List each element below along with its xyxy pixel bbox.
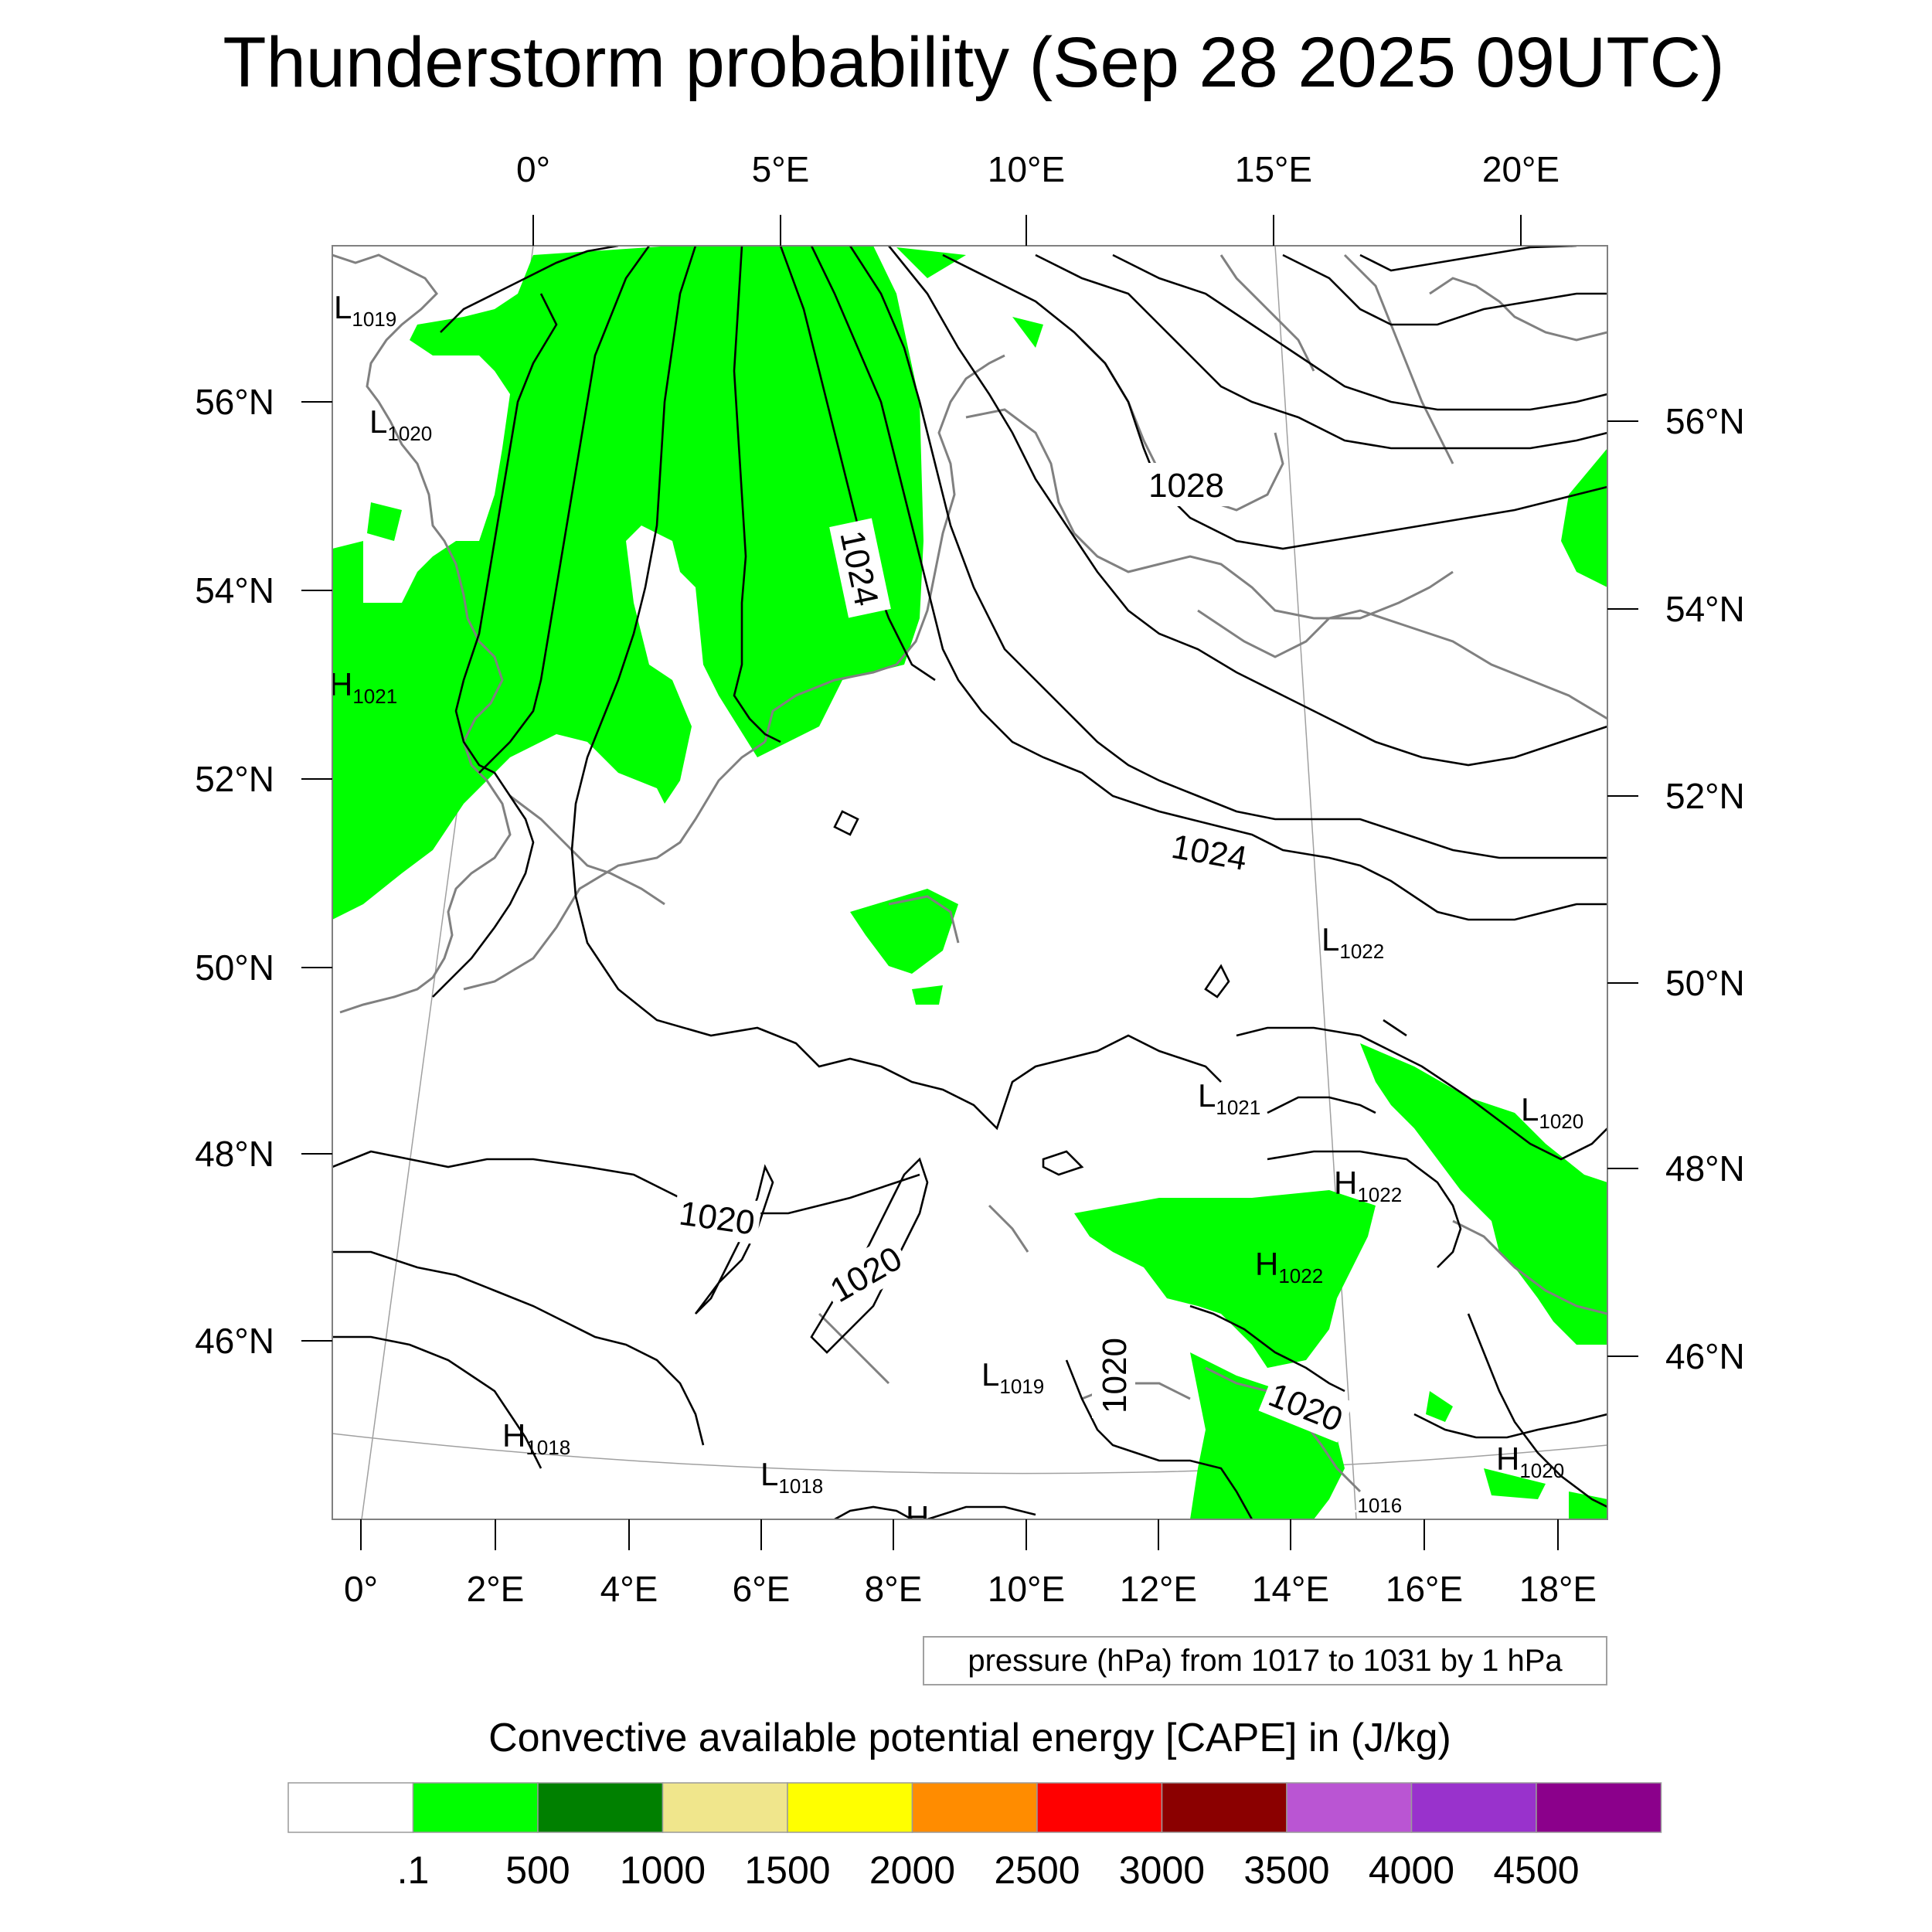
pressure-center: L1016 bbox=[1339, 1483, 1402, 1519]
colorbar-swatch bbox=[1161, 1782, 1287, 1833]
right-lat-label: 48°N bbox=[1665, 1148, 1745, 1189]
top-lon-label: 0° bbox=[516, 149, 550, 189]
pressure-center: L1019 bbox=[334, 289, 396, 331]
left-lat-label: 56°N bbox=[195, 382, 274, 422]
bottom-lon-label: 18°E bbox=[1519, 1569, 1597, 1609]
pressure-center: L1018 bbox=[760, 1456, 823, 1498]
bottom-lon-label: 12°E bbox=[1120, 1569, 1197, 1609]
left-lat-label: 50°N bbox=[195, 947, 274, 988]
top-lon-label: 5°E bbox=[752, 149, 810, 189]
contour-label-1020-west: 1020 bbox=[672, 1189, 763, 1245]
cape-colorbar-labels: .1 500 1000 1500 2000 2500 3000 3500 4000 4500 bbox=[397, 1849, 1580, 1892]
pressure-center: L1019 bbox=[981, 1356, 1044, 1398]
contour-label-1028: 1028 bbox=[1144, 463, 1229, 506]
colorbar-swatch bbox=[287, 1782, 414, 1833]
colorbar-swatch bbox=[662, 1782, 788, 1833]
colorbar-tick-label: .1 bbox=[397, 1849, 430, 1892]
map-title: Thunderstorm probability (Sep 28 2025 09… bbox=[223, 23, 1724, 102]
colorbar-swatch bbox=[537, 1782, 664, 1833]
bottom-longitude-axis: 0° 2°E 4°E 6°E 8°E 10°E 12°E 14°E 16°E 1… bbox=[344, 1519, 1597, 1609]
colorbar-swatch bbox=[1536, 1782, 1662, 1833]
right-latitude-axis: 56°N 54°N 52°N 50°N 48°N 46°N bbox=[1607, 401, 1745, 1376]
cape-shading bbox=[332, 246, 1607, 1519]
pressure-center: H1018 bbox=[502, 1417, 570, 1459]
colorbar-tick-label: 4000 bbox=[1369, 1849, 1454, 1892]
colorbar-tick-label: 2500 bbox=[994, 1849, 1080, 1892]
top-lon-label: 15°E bbox=[1235, 149, 1312, 189]
colorbar-swatch bbox=[1410, 1782, 1537, 1833]
right-lat-label: 56°N bbox=[1665, 401, 1745, 441]
bottom-lon-label: 10°E bbox=[988, 1569, 1065, 1609]
left-lat-label: 54°N bbox=[195, 570, 274, 611]
bottom-lon-label: 8°E bbox=[865, 1569, 923, 1609]
pressure-center: L1021 bbox=[1198, 1077, 1260, 1119]
pressure-note-box: pressure (hPa) from 1017 to 1031 by 1 hP… bbox=[923, 1636, 1607, 1685]
contour-label-1020-alps: 1020 bbox=[818, 1233, 913, 1314]
cape-colorbar bbox=[287, 1782, 1662, 1833]
colorbar-tick-label: 1500 bbox=[744, 1849, 830, 1892]
top-longitude-axis: 0° 5°E 10°E 15°E 20°E bbox=[516, 149, 1560, 246]
right-lat-label: 52°N bbox=[1665, 776, 1745, 816]
colorbar-tick-label: 1000 bbox=[620, 1849, 706, 1892]
left-lat-label: 48°N bbox=[195, 1134, 274, 1174]
colorbar-tick-label: 500 bbox=[505, 1849, 570, 1892]
pressure-center: L1020 bbox=[1521, 1091, 1583, 1133]
pressure-center: L1020 bbox=[369, 403, 432, 445]
colorbar-swatch bbox=[787, 1782, 913, 1833]
svg-text:1020: 1020 bbox=[1096, 1338, 1134, 1413]
colorbar-swatch bbox=[911, 1782, 1038, 1833]
right-lat-label: 50°N bbox=[1665, 963, 1745, 1003]
bottom-lon-label: 2°E bbox=[467, 1569, 525, 1609]
colorbar-tick-label: 2000 bbox=[869, 1849, 955, 1892]
pressure-center: H1022 bbox=[1255, 1246, 1323, 1287]
left-latitude-axis: 56°N 54°N 52°N 50°N 48°N 46°N bbox=[195, 382, 332, 1361]
colorbar-title: Convective available potential energy [C… bbox=[488, 1716, 1451, 1760]
top-lon-label: 10°E bbox=[988, 149, 1065, 189]
pressure-center: L1022 bbox=[1321, 921, 1384, 963]
left-lat-label: 46°N bbox=[195, 1321, 274, 1361]
colorbar-tick-label: 4500 bbox=[1493, 1849, 1579, 1892]
bottom-lon-label: 4°E bbox=[600, 1569, 658, 1609]
bottom-lon-label: 6°E bbox=[733, 1569, 791, 1609]
svg-text:1028: 1028 bbox=[1148, 467, 1224, 505]
map-border bbox=[332, 245, 1608, 1520]
isobars bbox=[332, 246, 1607, 1519]
right-lat-label: 46°N bbox=[1665, 1336, 1745, 1376]
top-lon-label: 20°E bbox=[1482, 149, 1560, 189]
bottom-lon-label: 0° bbox=[344, 1569, 378, 1609]
bottom-lon-label: 16°E bbox=[1386, 1569, 1463, 1609]
contour-label-1020-vertical: 1020 bbox=[1092, 1333, 1135, 1418]
bottom-lon-label: 14°E bbox=[1252, 1569, 1329, 1609]
colorbar-tick-label: 3500 bbox=[1243, 1849, 1329, 1892]
pressure-note: pressure (hPa) from 1017 to 1031 by 1 hP… bbox=[968, 1644, 1563, 1678]
pressure-centers: L1019 L1020 H1021 L1022 L1021 L1020 H102… bbox=[329, 289, 1583, 1519]
left-lat-label: 52°N bbox=[195, 759, 274, 799]
map-area[interactable]: 1024 1028 1024 1020 1020 1020 bbox=[329, 246, 1607, 1541]
right-lat-label: 54°N bbox=[1665, 589, 1745, 629]
colorbar-swatch bbox=[412, 1782, 539, 1833]
pressure-center: H1022 bbox=[1334, 1165, 1402, 1206]
pressure-center: H1021 bbox=[329, 666, 397, 708]
pressure-center: H1020 bbox=[1496, 1440, 1564, 1482]
colorbar-swatch bbox=[1036, 1782, 1163, 1833]
colorbar-swatch bbox=[1286, 1782, 1413, 1833]
colorbar-tick-label: 3000 bbox=[1119, 1849, 1205, 1892]
